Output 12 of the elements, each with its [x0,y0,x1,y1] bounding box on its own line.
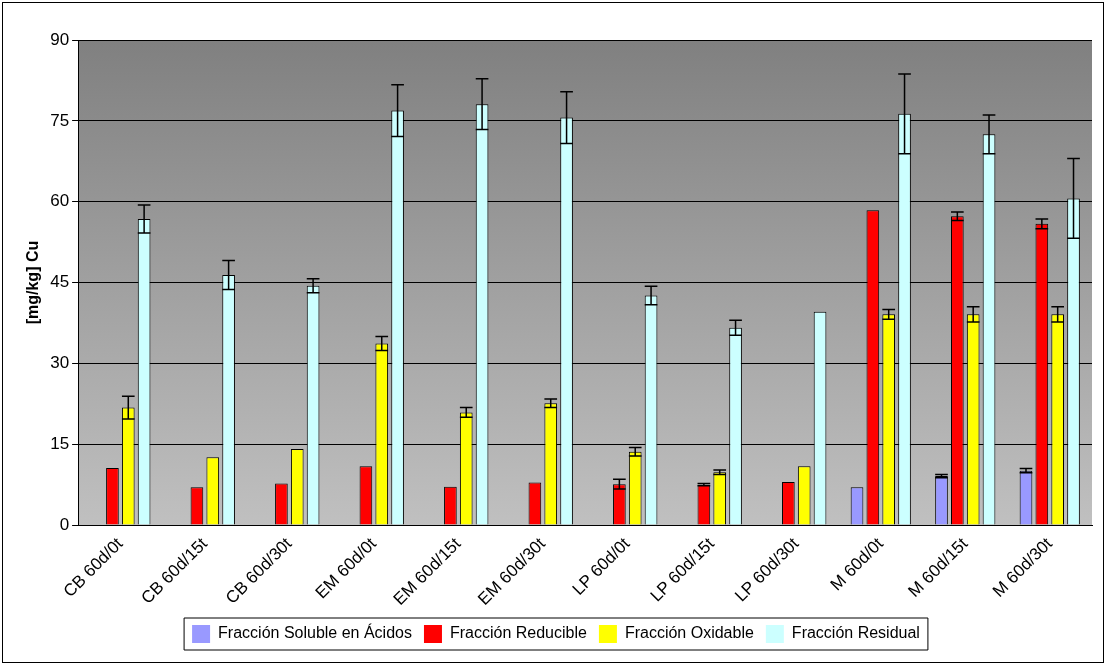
legend-label: Fracción Oxidable [624,624,754,642]
y-tick-label: 30 [50,353,70,373]
y-tick-label: 0 [59,514,70,534]
y-tick-label: 90 [50,29,70,49]
y-tick-label: 75 [50,110,70,130]
y-axis-title: [mg/kg] Cu [24,240,42,325]
y-tick-label: 15 [50,433,70,453]
y-tick-label: 60 [50,191,70,211]
legend-label: Fracción Residual [791,624,920,642]
legend-label: Fracción Soluble en Ácidos [218,623,412,642]
legend-label: Fracción Reducible [449,624,588,642]
y-tick-label: 45 [50,272,70,292]
